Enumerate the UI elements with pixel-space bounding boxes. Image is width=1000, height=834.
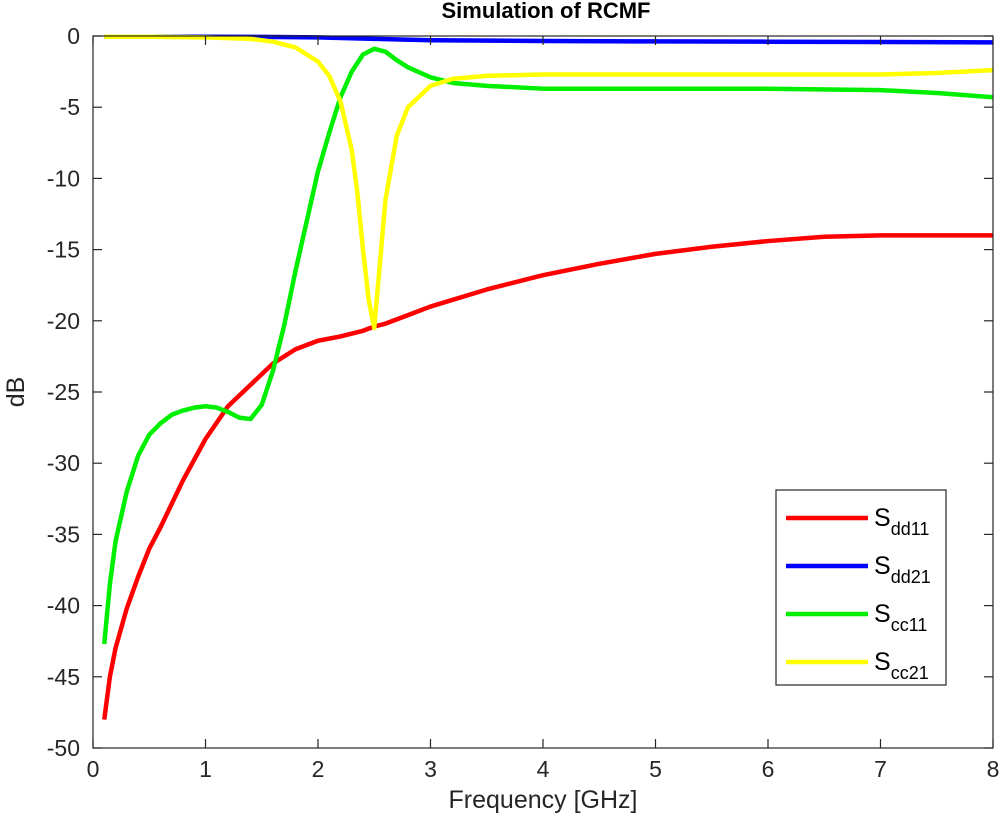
x-tick-label: 5 xyxy=(649,756,662,782)
y-tick-label: -35 xyxy=(47,521,80,547)
x-tick-label: 4 xyxy=(537,756,550,782)
y-axis-label: dB xyxy=(2,377,30,408)
x-tick-label: 2 xyxy=(312,756,325,782)
legend: Sdd11 Sdd21 Scc11 Scc21 xyxy=(775,489,947,686)
legend-label-cc21: Scc21 xyxy=(874,648,929,683)
x-tick-label: 3 xyxy=(424,756,437,782)
x-tick-labels: 0 1 2 3 4 5 6 7 8 xyxy=(87,756,1000,782)
series-line-cc21 xyxy=(104,34,994,331)
y-tick-label: -10 xyxy=(47,165,80,191)
y-tick-label: -50 xyxy=(47,735,80,761)
y-tick-label: 0 xyxy=(67,23,80,49)
series-lines xyxy=(102,34,994,720)
series-line-dd11 xyxy=(102,233,993,720)
legend-label-cc11: Scc11 xyxy=(874,600,927,635)
x-tick-label: 1 xyxy=(199,756,212,782)
series-line-cc11 xyxy=(102,46,994,645)
legend-label-dd21: Sdd21 xyxy=(874,552,931,587)
y-tick-label: -30 xyxy=(47,450,80,476)
x-tick-label: 8 xyxy=(987,756,1000,782)
y-tick-label: -40 xyxy=(47,593,80,619)
x-axis-label: Frequency [GHz] xyxy=(449,786,638,814)
x-tick-label: 0 xyxy=(87,756,100,782)
y-tick-labels: 0 -5 -10 -15 -20 -25 -30 -35 -40 -45 -50 xyxy=(47,23,80,761)
y-tick-label: -5 xyxy=(60,94,80,120)
x-tick-label: 6 xyxy=(762,756,775,782)
y-tick-label: -25 xyxy=(47,379,80,405)
x-tick-label: 7 xyxy=(874,756,887,782)
axes xyxy=(92,35,994,749)
legend-label-dd11: Sdd11 xyxy=(874,504,929,539)
y-tick-label: -15 xyxy=(47,237,80,263)
chart-title: Simulation of RCMF xyxy=(442,0,651,23)
legend-box xyxy=(775,489,947,686)
y-tick-label: -20 xyxy=(47,308,80,334)
y-tick-label: -45 xyxy=(47,664,80,690)
